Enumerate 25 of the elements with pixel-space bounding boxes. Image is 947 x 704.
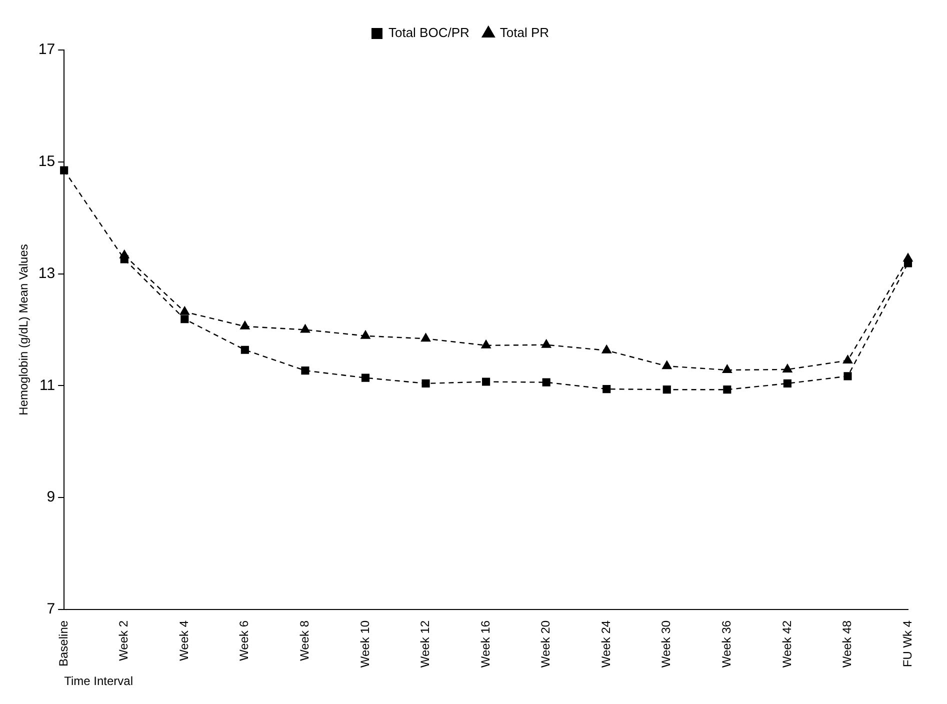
x-tick-label: Week 42 [780,620,794,668]
x-axis-title: Time Interval [64,674,133,688]
x-tick-label: Week 8 [298,620,312,661]
y-tick-label: 11 [40,376,56,394]
x-tick-label: Week 36 [719,620,734,668]
x-tick-label: FU Wk 4 [900,620,914,668]
x-tick-label: Week 12 [418,620,432,668]
y-tick-label: 13 [38,264,56,282]
y-tick-label: 9 [46,488,56,506]
y-tick-label: 15 [38,153,56,170]
legend-label: Total PR [500,25,550,40]
x-tick-label: Week 2 [116,620,131,661]
y-axis-title: Hemoglobin (g/dL) Mean Values [16,244,31,416]
x-tick-label: Week 4 [176,620,191,661]
legend-label: Total BOC/PR [388,25,470,40]
x-tick-label: Week 6 [237,620,252,661]
x-tick-label: Week 30 [659,620,674,668]
x-tick-label: Week 24 [598,620,613,668]
x-tick-label: Week 48 [840,620,854,668]
y-tick-label: 7 [46,600,56,618]
x-tick-label: Week 10 [358,620,372,668]
x-tick-label: Baseline [56,620,70,666]
x-tick-label: Week 16 [478,620,492,668]
x-tick-label: Week 20 [538,620,553,668]
y-tick-label: 17 [38,41,56,58]
